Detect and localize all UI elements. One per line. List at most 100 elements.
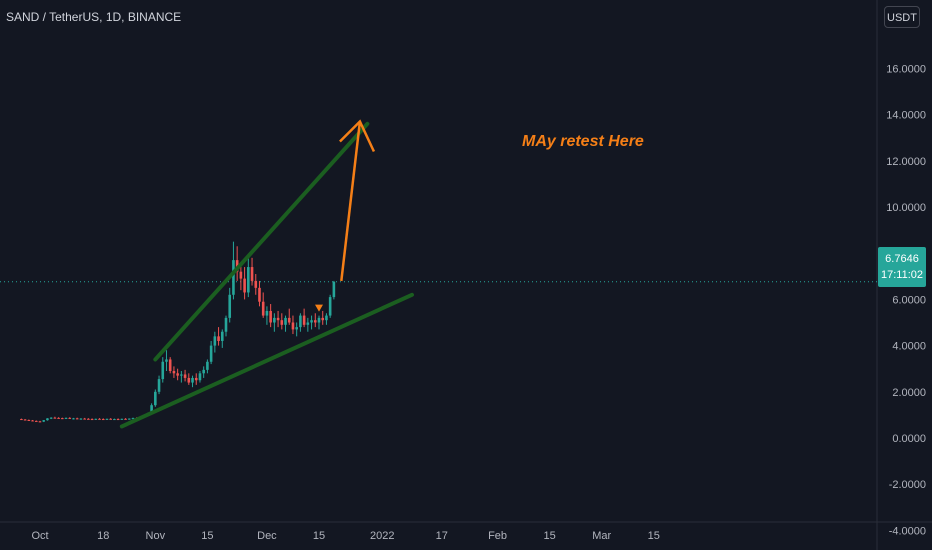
symbol-title[interactable]: SAND / TetherUS, 1D, BINANCE [6, 10, 182, 24]
candle-body [34, 420, 38, 422]
candle-body [243, 278, 246, 293]
candle-body [49, 417, 53, 419]
candle-body [94, 418, 98, 420]
candle-body [239, 271, 243, 279]
candle-body [172, 371, 176, 374]
candle-body [280, 320, 284, 325]
time-tick-label: 15 [201, 530, 213, 542]
candle-body [228, 294, 232, 318]
projection-arrow[interactable] [340, 121, 362, 282]
candle-body [109, 418, 112, 420]
candle-body [202, 369, 205, 374]
candle-body [265, 310, 269, 316]
candle-body [302, 315, 306, 325]
candle-body [187, 377, 191, 383]
price-tick-label: 14.0000 [886, 110, 926, 122]
last-price-tag: 6.7646 17:11:02 [878, 247, 926, 287]
candle-body [247, 267, 250, 293]
candle-body [101, 419, 105, 421]
candle-body [291, 322, 295, 330]
candle-body [31, 420, 34, 422]
candle-body [53, 417, 57, 419]
candle-body [27, 419, 31, 421]
candle-body [317, 317, 321, 323]
time-tick-label: 17 [436, 530, 448, 542]
candle-body [250, 267, 254, 281]
candle-body [113, 419, 116, 421]
last-price-value: 6.7646 [885, 253, 919, 265]
candle-body [258, 287, 261, 302]
candle-body [90, 419, 94, 421]
candle-body [98, 418, 101, 420]
candle-body [75, 418, 79, 420]
candle-body [194, 377, 198, 381]
time-tick-label: 2022 [370, 530, 394, 542]
candle-body [191, 377, 194, 383]
projection-arrowhead [339, 119, 376, 153]
candle-body [220, 331, 224, 341]
candle-body [83, 418, 86, 420]
time-tick-label: 15 [648, 530, 660, 542]
candle-body [61, 418, 64, 420]
candle-body [72, 418, 75, 420]
trendline[interactable] [153, 121, 370, 362]
price-tick-label: 10.0000 [886, 202, 926, 214]
candle-body [273, 317, 276, 323]
price-tick-label: 4.0000 [892, 341, 926, 353]
candle-body [321, 317, 325, 321]
trendline[interactable] [119, 292, 414, 429]
candle-body [224, 317, 228, 332]
candle-body [325, 315, 328, 321]
candle-body [150, 405, 153, 414]
time-tick-label: Feb [488, 530, 507, 542]
price-tick-label: -4.0000 [889, 525, 926, 537]
retest-annotation[interactable]: MAy retest Here [522, 133, 644, 150]
candle-body [332, 281, 336, 298]
candle-body [46, 418, 49, 421]
candle-body [23, 419, 27, 421]
candle-body [276, 317, 280, 321]
candle-body [116, 419, 120, 421]
candle-body [180, 374, 183, 376]
candle-body [131, 418, 135, 420]
candle-body [168, 359, 172, 372]
candle-body [176, 373, 179, 376]
candle-body [87, 418, 90, 420]
price-tick-label: 12.0000 [886, 156, 926, 168]
candle-body [299, 315, 302, 328]
candle-body [79, 418, 83, 420]
candle-body [254, 280, 258, 288]
price-tick-label: -2.0000 [889, 479, 926, 491]
candle-body [287, 317, 291, 323]
candle-body [105, 418, 109, 420]
time-tick-label: Mar [592, 530, 611, 542]
candle-body [328, 297, 332, 316]
candle-body [165, 359, 168, 362]
currency-badge[interactable]: USDT [884, 6, 920, 28]
price-tick-label: 0.0000 [892, 433, 926, 445]
candle-body [120, 418, 124, 420]
triangle-down-marker [315, 304, 323, 312]
candle-body [295, 327, 298, 330]
time-tick-label: 18 [97, 530, 109, 542]
candle-body [124, 418, 127, 420]
candle-body [20, 419, 23, 421]
candle-body [183, 374, 187, 378]
candle-body [261, 301, 265, 316]
candle-body [154, 391, 157, 406]
time-tick-label: Oct [31, 530, 48, 542]
candle-body [306, 322, 310, 325]
candle-body [42, 420, 46, 422]
candle-body [161, 361, 165, 380]
candle-body [206, 361, 209, 370]
candle-body [127, 418, 131, 420]
candle-body [57, 417, 60, 419]
candle-body [157, 379, 161, 392]
candle-body [232, 260, 235, 295]
candle-body [64, 417, 68, 419]
price-tick-label: 2.0000 [892, 387, 926, 399]
time-tick-label: 15 [544, 530, 556, 542]
candle-body [310, 320, 313, 323]
